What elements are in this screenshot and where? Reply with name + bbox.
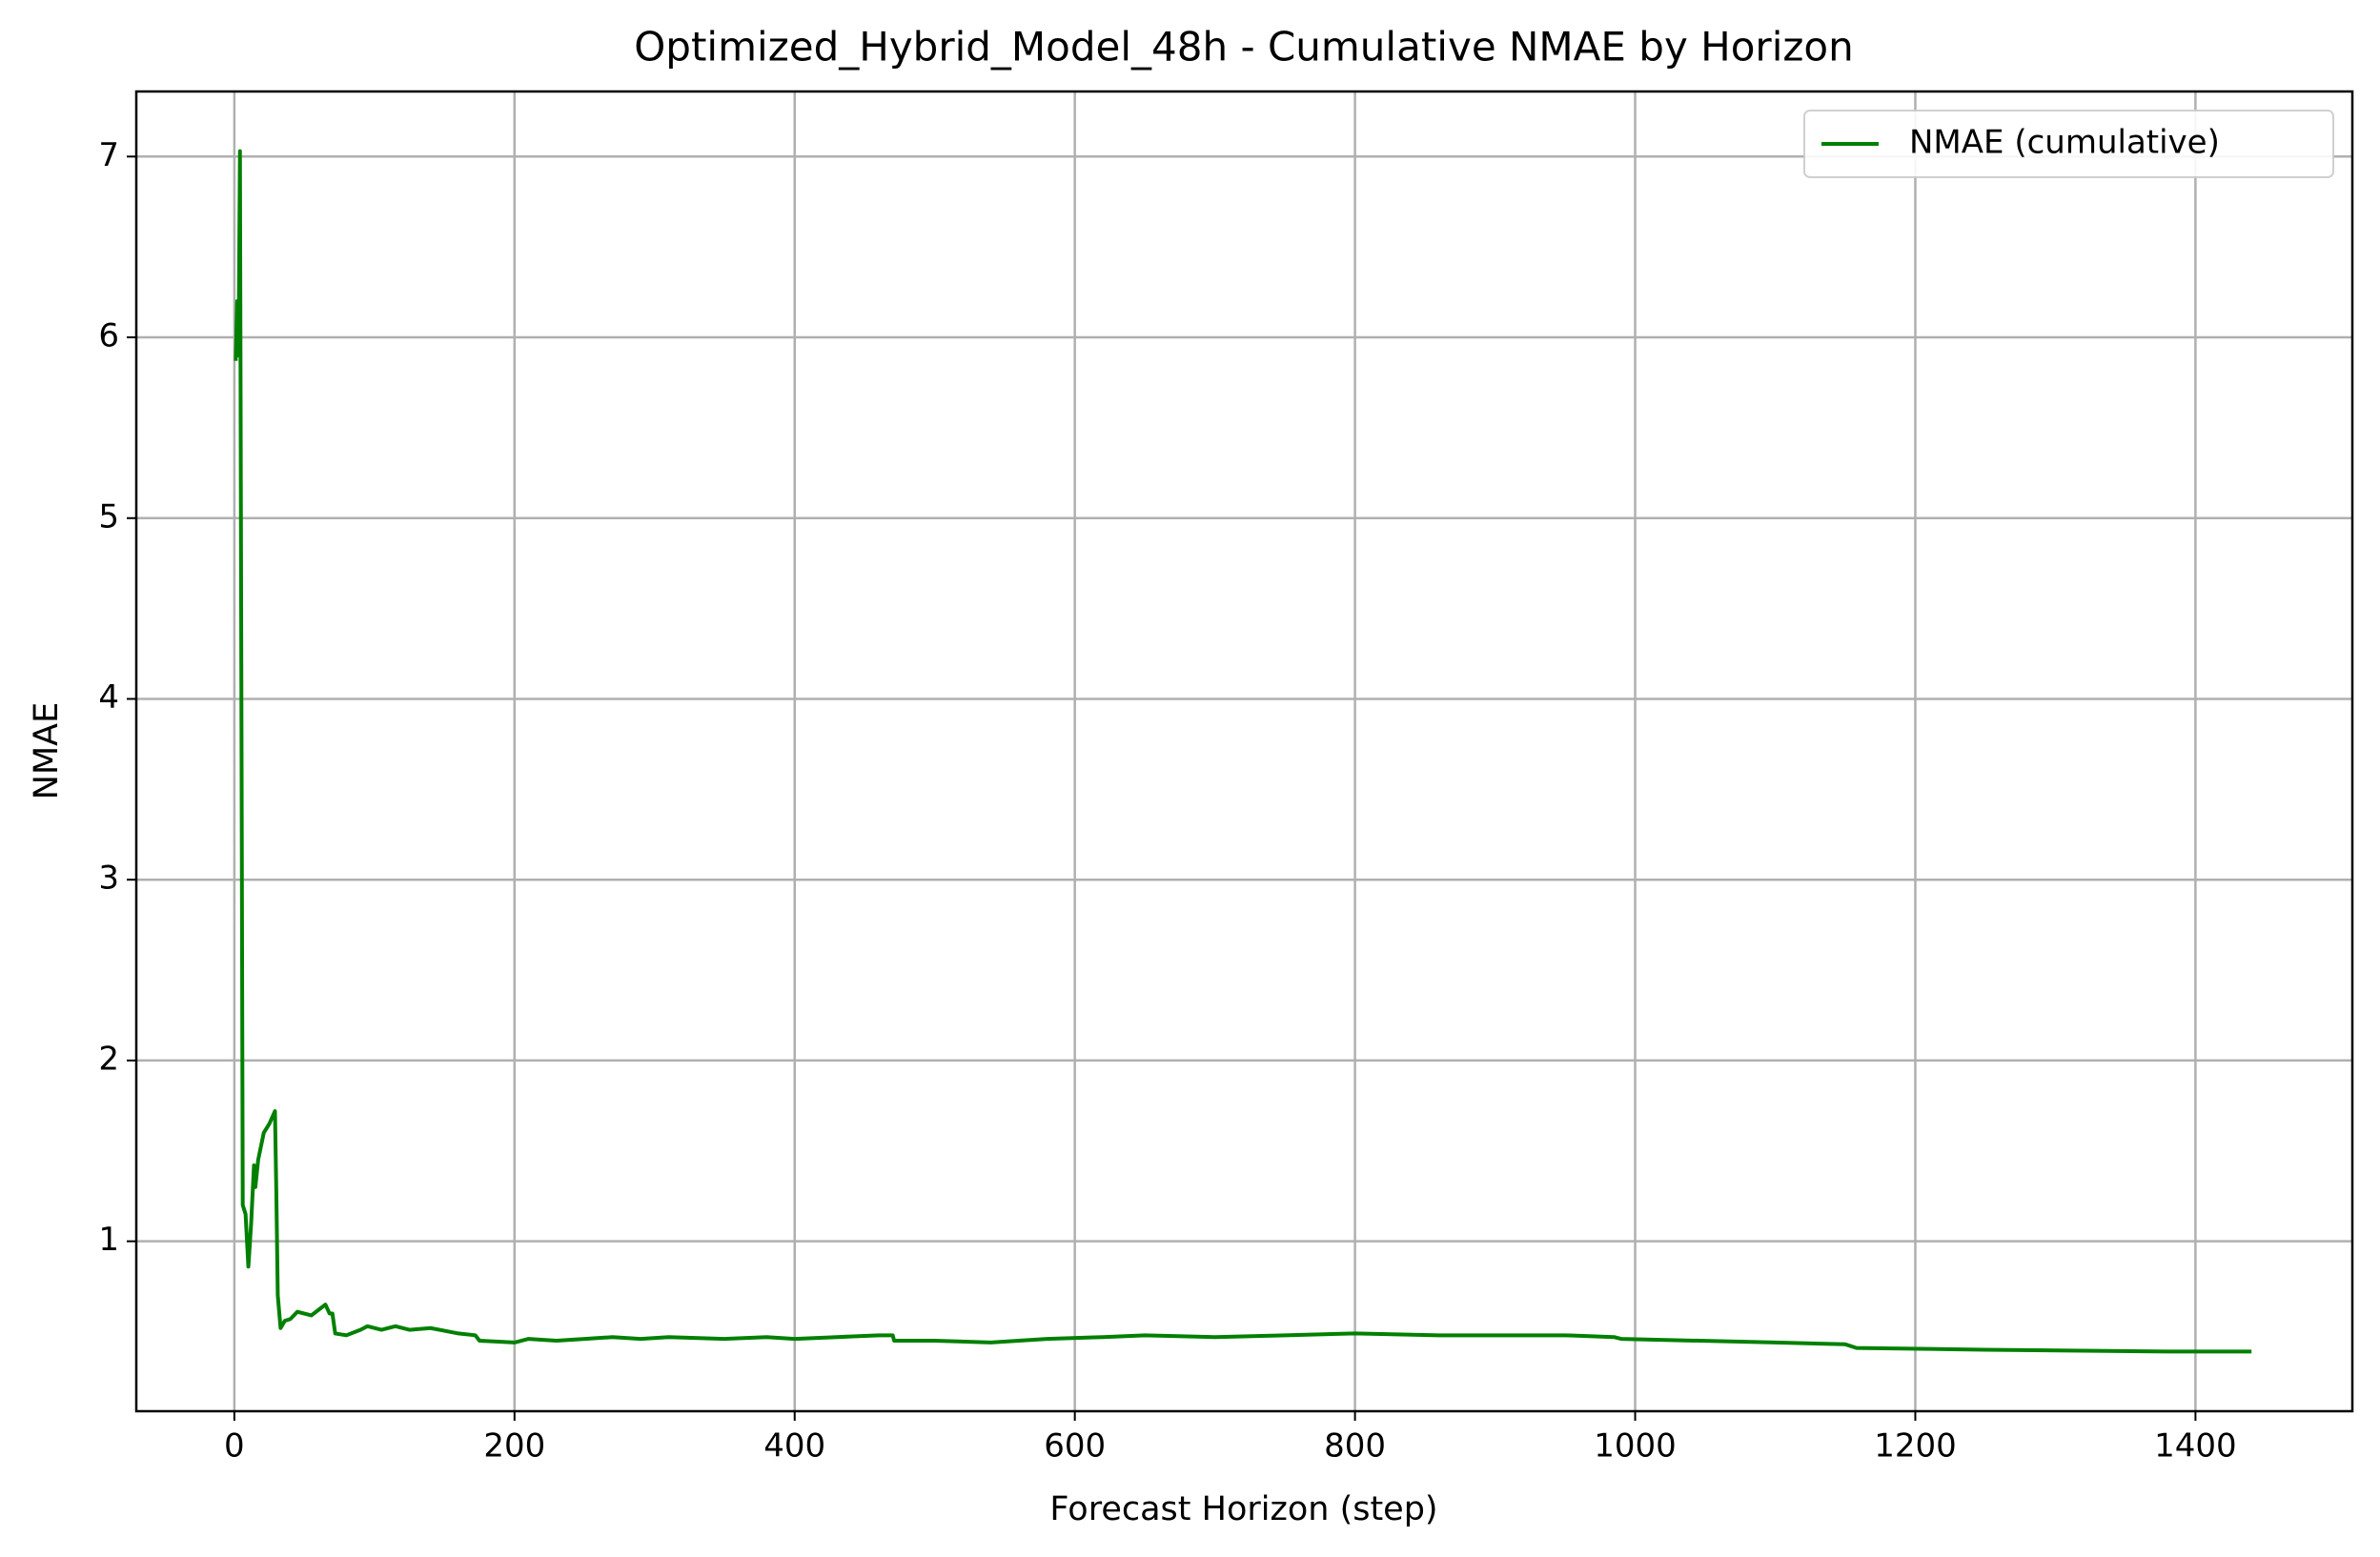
- y-axis-label: NMAE: [28, 702, 66, 799]
- y-tick-label: 1: [98, 1221, 119, 1259]
- y-tick-label: 3: [98, 859, 119, 898]
- y-tick-label: 5: [98, 497, 119, 536]
- x-tick-label: 200: [483, 1427, 545, 1466]
- x-tick-label: 600: [1044, 1427, 1106, 1466]
- plot-frame: [134, 90, 2354, 1413]
- legend-label: NMAE (cumulative): [1909, 124, 2220, 162]
- x-axis-label: Forecast Horizon (step): [1049, 1490, 1437, 1528]
- y-tick-label: 2: [98, 1040, 119, 1078]
- data-line: [234, 149, 2252, 1354]
- x-tick-label: 1000: [1594, 1427, 1677, 1466]
- y-tick-label: 4: [98, 678, 119, 717]
- x-tick-label: 400: [763, 1427, 825, 1466]
- x-tick-label: 1200: [1874, 1427, 1957, 1466]
- y-tick-label: 7: [98, 136, 119, 174]
- chart-title: Optimized_Hybrid_Model_48h - Cumulative …: [634, 24, 1853, 71]
- y-tick-label: 6: [98, 317, 119, 355]
- x-tick-label: 800: [1324, 1427, 1386, 1466]
- legend-box: [1803, 110, 2334, 178]
- x-tick-label: 0: [224, 1427, 245, 1466]
- x-tick-label: 1400: [2154, 1427, 2237, 1466]
